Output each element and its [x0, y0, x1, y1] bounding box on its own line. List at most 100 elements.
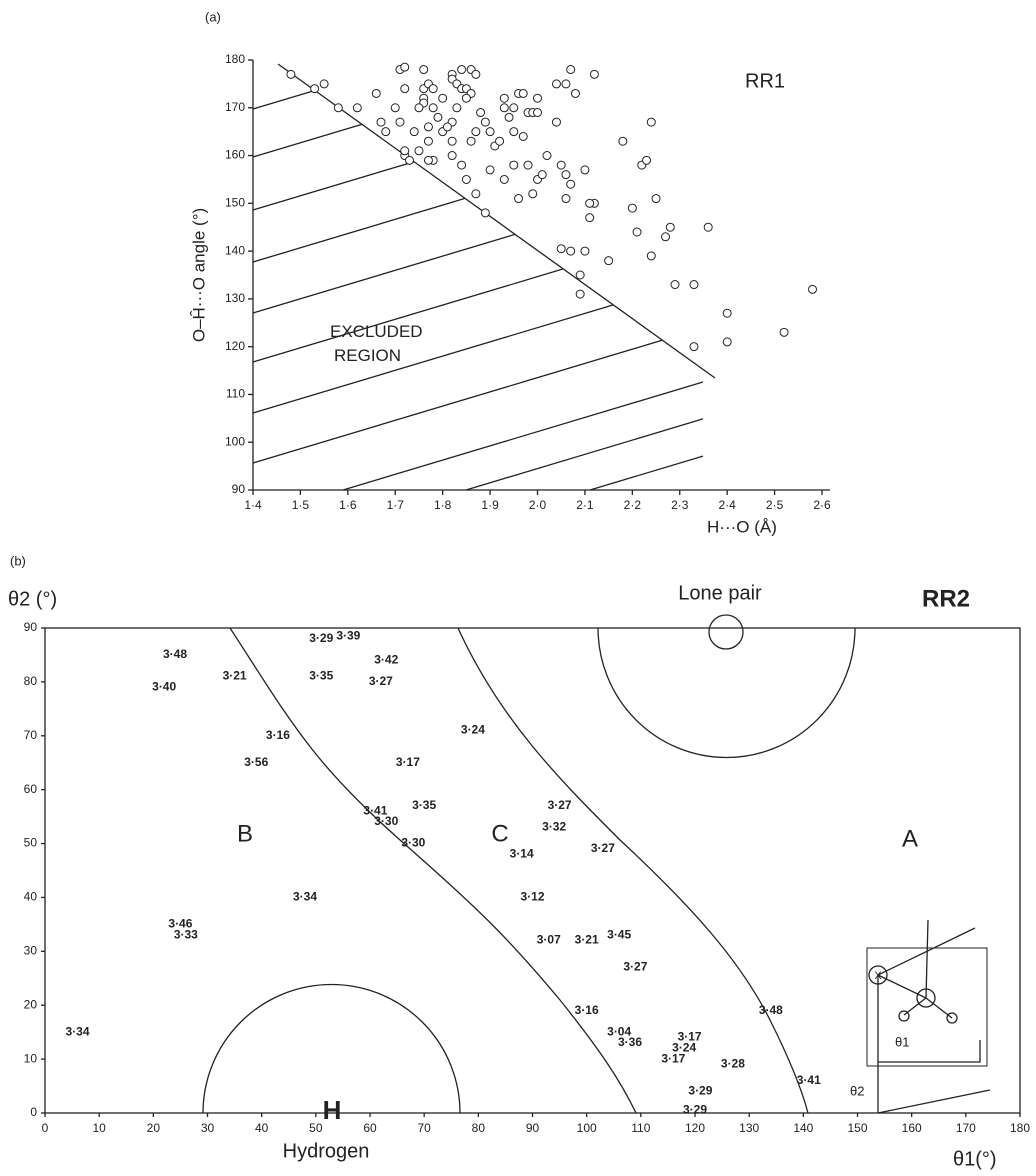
y-tick-label: 180 [225, 52, 245, 66]
y-tick-label: 10 [24, 1051, 38, 1065]
point-label: 3·34 [293, 890, 317, 904]
region-label: A [902, 825, 918, 852]
inset-label: X [874, 970, 882, 982]
point-label: 3·29 [309, 631, 333, 645]
boundary-curve [229, 627, 637, 1114]
point-label: 3·41 [363, 803, 387, 817]
point-label: 3·34 [65, 1024, 89, 1038]
data-point [689, 280, 699, 290]
data-point [499, 174, 509, 184]
x-tick-label: 1·5 [292, 498, 310, 512]
point-label: 3·33 [174, 927, 198, 941]
y-tick-label: 80 [24, 674, 38, 688]
data-point [442, 122, 452, 132]
data-point [438, 93, 448, 103]
point-label: 3·27 [369, 674, 393, 688]
data-point [400, 84, 410, 94]
x-tick-label: 140 [793, 1121, 813, 1135]
data-point [556, 244, 566, 254]
point-label: 3·48 [163, 647, 187, 661]
x-tick-label: 2·3 [671, 498, 689, 512]
point-label: 3·35 [309, 669, 333, 683]
point-label: 3·14 [510, 847, 534, 861]
x-tick-label: 70 [417, 1121, 431, 1135]
data-point [433, 112, 443, 122]
x-tick-label: 50 [309, 1121, 323, 1135]
data-point [376, 117, 386, 127]
data-point [551, 79, 561, 89]
hatch-line [252, 233, 516, 314]
y-tick-label: 30 [24, 944, 38, 958]
data-point [371, 88, 381, 98]
point-label: 3·16 [266, 728, 290, 742]
data-point [589, 69, 599, 79]
data-point [466, 136, 476, 146]
data-point [632, 227, 642, 237]
x-axis-label: H···O (Å) [707, 517, 777, 536]
data-point [703, 222, 713, 232]
boundary-curve [457, 627, 809, 1114]
point-label: 3·30 [374, 814, 398, 828]
data-point [533, 108, 542, 118]
hatch-line [252, 304, 614, 414]
data-point [428, 103, 438, 113]
y-axis-label: O–Ĥ···O angle (°) [189, 208, 208, 342]
y-tick-label: 90 [232, 482, 246, 496]
data-point [423, 136, 433, 146]
point-label: 3·39 [336, 628, 360, 642]
data-point [423, 155, 433, 165]
x-tick-label: 170 [956, 1121, 976, 1135]
inset-label: θ1 [895, 1034, 909, 1049]
point-label: 3·35 [412, 798, 436, 812]
lone-pair-circle [708, 614, 744, 650]
x-tick-label: 1·9 [481, 498, 499, 512]
data-point [509, 160, 519, 170]
y-tick-label: 70 [24, 728, 38, 742]
data-point [319, 79, 329, 89]
data-point [414, 146, 424, 156]
data-point [457, 160, 467, 170]
y-tick-label: 60 [24, 782, 38, 796]
x-tick-label: 180 [1010, 1121, 1030, 1135]
hatch-line [252, 123, 363, 158]
data-point [542, 151, 552, 161]
hatch-line [589, 455, 704, 491]
x-tick-label: 30 [201, 1121, 215, 1135]
point-label: 3·12 [520, 890, 544, 904]
point-label: 3·24 [461, 723, 485, 737]
plot-frame [44, 627, 1021, 1114]
hydrogen-region [202, 983, 461, 1114]
data-point [419, 65, 429, 75]
data-point [561, 79, 571, 89]
x-tick-label: 2·2 [624, 498, 642, 512]
data-point [646, 117, 656, 127]
data-point [518, 131, 528, 141]
inset-label: θ2 [850, 1083, 864, 1098]
x-tick-label: 40 [255, 1121, 269, 1135]
hatch-line [465, 418, 704, 491]
data-point [499, 93, 509, 103]
point-label: 3·30 [401, 836, 425, 850]
panel-label: (b) [10, 553, 26, 568]
data-point [665, 222, 675, 232]
hatch-line [252, 197, 466, 263]
data-point [537, 170, 547, 180]
point-label: 3·17 [396, 755, 420, 769]
x-tick-label: 2·4 [718, 498, 736, 512]
data-point [423, 122, 433, 132]
point-label: 3·27 [591, 841, 615, 855]
data-point [670, 280, 680, 290]
point-label: 3·48 [759, 1003, 783, 1017]
hatch-line [252, 268, 564, 363]
x-tick-label: 10 [92, 1121, 106, 1135]
data-point [476, 108, 486, 118]
data-point [395, 117, 405, 127]
y-tick-label: 90 [24, 620, 38, 634]
point-label: 3·46 [168, 917, 192, 931]
x-tick-label: 20 [147, 1121, 161, 1135]
data-point [585, 198, 595, 208]
data-point [533, 93, 542, 103]
data-point [651, 194, 661, 204]
y-tick-label: 40 [24, 890, 38, 904]
